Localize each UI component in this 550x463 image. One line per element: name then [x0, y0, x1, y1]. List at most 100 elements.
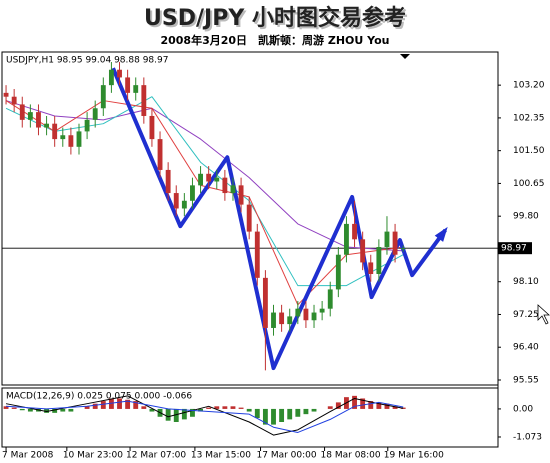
histogram-bar — [279, 408, 285, 422]
histogram-bar — [254, 408, 260, 419]
candle-body — [303, 308, 309, 321]
histogram-bar — [27, 408, 33, 412]
histogram-bar — [230, 406, 236, 409]
histogram-bar — [3, 406, 9, 409]
candle-body — [165, 169, 171, 194]
candle-body — [108, 69, 114, 86]
candle-body — [133, 85, 139, 93]
candle-body — [254, 231, 260, 278]
candle-body — [76, 131, 82, 147]
x-tick-label: 17 Mar 00:00 — [257, 451, 317, 461]
y-tick-label: 103.20 — [513, 81, 545, 91]
candle-body — [376, 247, 382, 274]
candle-body — [141, 85, 147, 116]
candle-body — [27, 112, 33, 120]
x-tick-label: 10 Mar 23:00 — [63, 451, 123, 461]
candle-body — [360, 239, 366, 263]
histogram-bar — [181, 408, 187, 420]
candle-body — [36, 112, 41, 128]
subtitle: 2008年3月20日 凯斯顿：周游 ZHOU You — [160, 33, 389, 47]
candle-body — [327, 289, 333, 309]
histogram-bar — [133, 401, 139, 409]
y-tick-label: 100.65 — [513, 179, 545, 189]
histogram-bar — [327, 406, 333, 409]
indicator-line — [5, 100, 404, 252]
histogram-bar — [222, 406, 228, 409]
y-tick-label: 99.80 — [513, 212, 539, 222]
wave-annotation — [111, 67, 447, 371]
histogram-bar — [392, 406, 398, 409]
candle-body — [125, 77, 131, 93]
candle-body — [44, 123, 50, 128]
histogram-bar — [198, 408, 203, 412]
x-tick-label: 13 Mar 15:00 — [191, 451, 251, 461]
histogram-bar — [190, 408, 195, 417]
histogram-bar — [246, 408, 252, 412]
candle-body — [319, 308, 325, 313]
histogram-bar — [165, 408, 171, 421]
histogram-bar — [303, 408, 309, 415]
indicator-line — [6, 400, 404, 433]
candle-body — [157, 139, 163, 170]
histogram-bar — [271, 408, 276, 425]
candle-body — [400, 248, 406, 250]
arrow-head — [434, 226, 448, 242]
histogram-bar — [360, 398, 366, 409]
histogram-bar — [206, 407, 212, 409]
histogram-bar — [19, 408, 25, 411]
candle-body — [60, 135, 66, 140]
candle-body — [295, 308, 301, 317]
shift-marker — [400, 54, 410, 59]
histogram-bar — [214, 406, 220, 409]
indicator-line — [5, 395, 404, 436]
candle-body — [190, 185, 195, 201]
candle-body — [287, 316, 293, 325]
candle-body — [311, 312, 317, 321]
histogram-bar — [335, 402, 341, 409]
x-tick-label: 19 Mar 16:00 — [384, 451, 444, 461]
y-tick-label: 97.25 — [513, 310, 539, 320]
candle-body — [214, 177, 220, 182]
candle-body — [335, 254, 341, 290]
y-tick-label: 95.55 — [513, 375, 539, 385]
last-price-label: 98.97 — [501, 244, 527, 254]
histogram-bar — [92, 403, 98, 409]
candle-body — [384, 231, 390, 248]
candle-body — [68, 135, 74, 147]
panel-header: MACD(12,26,9) 0.025 0.075 0.000 -0.066 — [6, 392, 192, 402]
histogram-bar — [173, 408, 179, 422]
candle-body — [222, 177, 228, 194]
x-tick-label: 7 Mar 2008 — [2, 451, 54, 461]
candle-body — [206, 173, 212, 182]
histogram-bar — [84, 406, 90, 409]
candle-body — [279, 312, 285, 325]
histogram-bar — [11, 407, 17, 409]
candle-body — [230, 185, 236, 194]
candle-body — [271, 312, 276, 328]
histogram-bar — [108, 398, 114, 409]
x-tick-label: 18 Mar 08:00 — [321, 451, 381, 461]
histogram-bar — [384, 403, 390, 409]
candle-body — [19, 104, 25, 120]
candle-body — [344, 223, 349, 255]
y-tick-label: 0.00 — [513, 404, 533, 414]
y-tick-label: 102.35 — [513, 113, 545, 123]
candle-body — [198, 173, 203, 186]
candle-body — [11, 96, 17, 105]
last-price-box — [498, 242, 532, 255]
indicator-line — [5, 100, 404, 306]
candle-body — [392, 231, 398, 255]
histogram-bar — [287, 408, 293, 420]
histogram-bar — [368, 401, 374, 409]
histogram-bar — [125, 399, 131, 409]
y-tick-label: 98.10 — [513, 277, 539, 287]
candle-body — [100, 85, 106, 109]
chart-title: USD/JPY 小时图交易参考 — [144, 5, 406, 31]
candle-body — [262, 277, 268, 328]
candle-body — [84, 119, 90, 132]
candle-body — [52, 123, 58, 140]
candle-body — [238, 185, 244, 205]
histogram-bar — [311, 408, 317, 412]
histogram-bar — [376, 402, 382, 409]
cursor — [537, 304, 550, 325]
